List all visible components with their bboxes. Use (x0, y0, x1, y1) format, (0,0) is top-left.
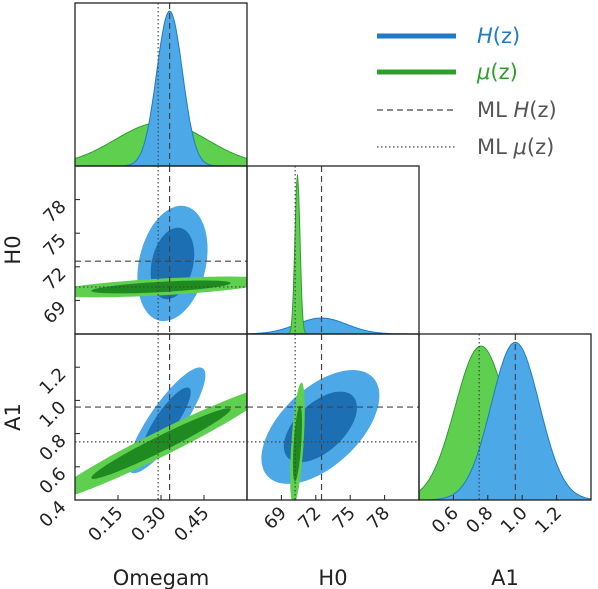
y-tick-label: 0.6 (35, 463, 70, 498)
y-tick-label: 0.8 (35, 430, 70, 465)
marginal-H-Omegam (75, 10, 247, 166)
y-tick-label: 72 (39, 263, 70, 294)
contour-panel-H0-A1 (261, 370, 380, 500)
legend-label: ML H(z) (477, 98, 557, 122)
panel-frame (418, 333, 592, 501)
marginal-H-A1 (419, 341, 591, 500)
marginal-mu-H0 (247, 174, 419, 334)
x-axis-label-Omegam: Omegam (113, 566, 210, 589)
legend-label: ML μ(z) (477, 135, 554, 159)
legend-label: H(z) (477, 24, 520, 48)
legend-entry-1: μ(z) (377, 60, 518, 84)
y-tick-label: 1.0 (35, 397, 70, 432)
x-tick-label: 0.30 (127, 503, 170, 546)
ml-lines-A1-A1 (478, 334, 516, 500)
x-tick-label: 78 (363, 503, 394, 534)
y-tick-label: 78 (39, 196, 70, 227)
y-tick-label: 69 (39, 297, 70, 328)
x-tick-label: 1.0 (497, 503, 532, 538)
ml-lines-Omegam-A1 (75, 334, 247, 500)
legend: H(z) μ(z) ML H(z) ML μ(z) (377, 24, 557, 159)
contour-68-mu-Omegam-A1 (91, 408, 231, 479)
x-tick-label: 75 (329, 503, 360, 534)
marginal-panel-Omegam (75, 10, 247, 166)
y-axis-label-H0: H0 (1, 235, 25, 264)
x-axis-label-H0: H0 (318, 566, 347, 589)
legend-entry-3: ML μ(z) (377, 135, 554, 159)
x-tick-label: 0.15 (84, 503, 127, 546)
axis-labels: Omegam H0 A1 H0 A1 (1, 235, 519, 589)
x-tick-label: 69 (260, 503, 291, 534)
x-axis-label-A1: A1 (491, 566, 519, 589)
x-tick-label: 0.8 (462, 503, 497, 538)
contour-panel-Omegam-H0 (75, 205, 247, 322)
y-tick-label: 1.2 (35, 364, 70, 399)
marginal-panel-A1 (419, 341, 591, 500)
x-tick-label: 72 (294, 503, 325, 534)
ml-lines-H0-H0 (294, 166, 323, 334)
marginal-H-H0 (247, 317, 419, 334)
y-axis-label-A1: A1 (1, 403, 25, 431)
ml-lines-Omegam-H0 (75, 166, 247, 334)
legend-label: μ(z) (476, 60, 518, 84)
legend-entry-2: ML H(z) (377, 98, 557, 122)
ml-lines-H0-A1 (247, 334, 419, 500)
x-tick-label: 1.2 (531, 503, 566, 538)
y-tick-label: 75 (39, 230, 70, 261)
legend-entry-0: H(z) (377, 24, 520, 48)
ml-lines-Omegam-Omegam (157, 3, 171, 166)
marginal-panel-H0 (247, 174, 419, 334)
contour-panel-Omegam-A1 (75, 367, 247, 495)
panels (74, 2, 592, 501)
y-tick-label: 0.4 (35, 497, 70, 532)
x-tick-label: 0.6 (428, 503, 463, 538)
panel-frame (246, 165, 420, 335)
x-tick-label: 0.45 (170, 503, 213, 546)
contour-68-mu-Omegam-H0 (91, 280, 231, 294)
